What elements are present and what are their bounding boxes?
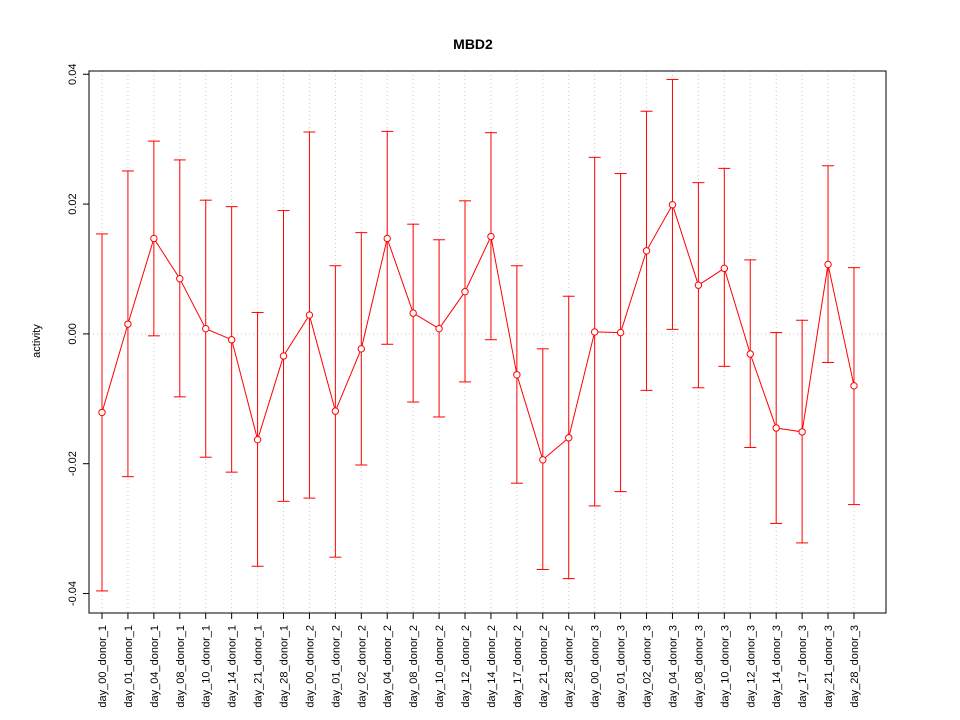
data-point: [279, 352, 288, 360]
x-tick-label: day_14_donor_1: [227, 625, 239, 708]
chart-title: MBD2: [453, 36, 493, 52]
data-point: [824, 260, 832, 269]
data-point: [746, 350, 754, 358]
y-axis-title: activity: [31, 324, 43, 358]
x-tick-label: day_28_donor_3: [849, 625, 861, 708]
data-point: [202, 324, 210, 333]
y-axis: -0.04 -0.02 0.00 0.02 0.04: [67, 64, 89, 606]
y-tick-label: 0.00: [67, 323, 79, 344]
data-point: [124, 320, 132, 328]
x-tick-label: day_21_donor_1: [253, 625, 265, 708]
data-point: [357, 345, 365, 353]
data-point: [668, 201, 677, 209]
x-tick-label: day_10_donor_3: [719, 625, 731, 708]
data-point: [305, 311, 314, 319]
x-tick-label: day_00_donor_1: [97, 625, 109, 708]
data-point: [487, 232, 495, 241]
x-tick-label: day_21_donor_2: [538, 625, 550, 708]
x-tick-label: day_00_donor_3: [590, 625, 602, 708]
x-tick-label: day_21_donor_3: [823, 625, 835, 708]
data-point: [798, 428, 806, 436]
x-tick-label: day_28_donor_2: [564, 625, 576, 708]
y-tick-label: -0.02: [67, 451, 79, 476]
x-tick-label: day_02_donor_3: [642, 625, 654, 708]
data-point: [461, 287, 469, 296]
y-tick-label: 0.02: [67, 193, 79, 214]
x-tick-label: day_28_donor_1: [279, 625, 291, 708]
x-tick-label: day_01_donor_2: [330, 625, 342, 708]
data-point: [642, 247, 651, 255]
series-line: [101, 203, 855, 461]
data-point: [383, 234, 391, 243]
x-tick-label: day_12_donor_3: [745, 625, 757, 708]
x-tick-label: day_08_donor_1: [175, 625, 187, 708]
data-point: [720, 264, 729, 273]
x-tick-label: day_00_donor_2: [304, 625, 316, 708]
x-tick-label: day_01_donor_3: [616, 625, 628, 708]
x-axis: day_00_donor_1 day_01_donor_1 day_04_donor…: [97, 612, 861, 708]
data-point: [850, 382, 858, 390]
data-point: [513, 371, 521, 379]
x-tick-label: day_02_donor_2: [356, 625, 368, 708]
data-point: [435, 324, 443, 333]
x-tick-label: day_04_donor_3: [667, 625, 679, 708]
x-tick-label: day_04_donor_1: [149, 625, 161, 708]
data-point: [539, 456, 547, 464]
x-tick-label: day_14_donor_2: [486, 625, 498, 708]
x-tick-label: day_08_donor_2: [408, 625, 420, 708]
x-tick-label: day_14_donor_3: [771, 625, 783, 708]
data-point: [694, 281, 703, 289]
x-tick-label: day_10_donor_1: [201, 625, 213, 708]
y-tick-label: -0.04: [67, 581, 79, 606]
x-tick-label: day_10_donor_2: [434, 625, 446, 708]
data-point: [253, 435, 262, 444]
data-point: [772, 424, 780, 432]
grid-lines: [89, 71, 886, 613]
data-point: [616, 328, 625, 337]
x-tick-label: day_08_donor_3: [693, 625, 705, 708]
data-point: [227, 336, 236, 344]
data-point: [176, 275, 184, 283]
x-tick-label: day_17_donor_2: [512, 625, 524, 708]
series-activity: [96, 78, 860, 592]
y-tick-label: 0.04: [67, 64, 79, 85]
data-point: [98, 408, 106, 417]
data-point: [150, 234, 158, 243]
data-point: [565, 434, 573, 442]
x-tick-label: day_04_donor_2: [382, 625, 394, 708]
data-point: [331, 407, 340, 415]
data-point: [590, 328, 599, 336]
plot-frame: [88, 70, 887, 614]
x-tick-label: day_17_donor_3: [797, 625, 809, 708]
data-point: [409, 309, 417, 317]
x-tick-label: day_12_donor_2: [460, 625, 472, 708]
x-tick-label: day_01_donor_1: [123, 625, 135, 708]
